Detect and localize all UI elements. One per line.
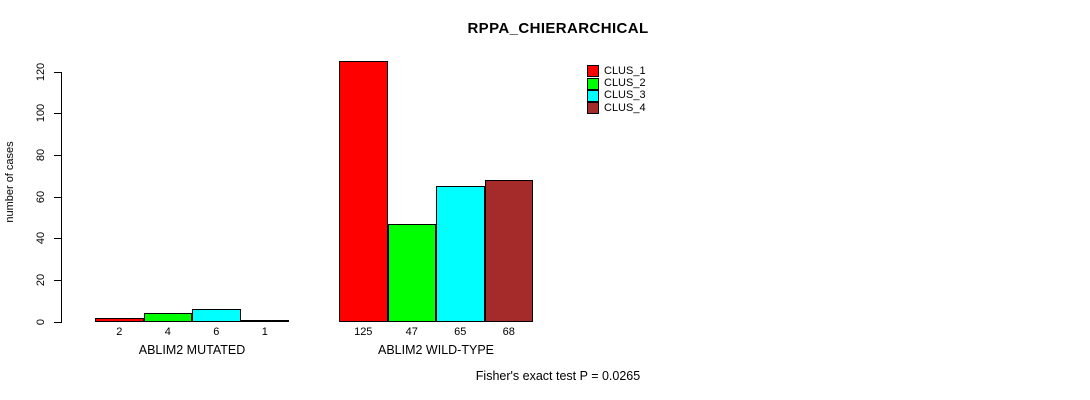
y-tick-mark [54,113,61,115]
legend-item-clus_2: CLUS_2 [587,77,646,90]
bar-clus_1-wild-type [339,61,388,322]
legend-label-clus_3: CLUS_3 [604,89,646,102]
bar-value-label: 47 [405,326,418,338]
legend-swatch-clus_1 [587,65,599,78]
legend-label-clus_2: CLUS_2 [604,77,646,90]
y-tick-mark [54,155,61,157]
legend-item-clus_3: CLUS_3 [587,89,646,102]
y-tick-label: 80 [35,149,47,162]
bar-value-label: 65 [454,326,467,338]
bar-value-label: 4 [164,326,171,338]
y-tick-mark [54,238,61,240]
chart-title: RPPA_CHIERARCHICAL [467,20,649,37]
bar-clus_3-mutated [192,309,241,322]
bar-clus_2-wild-type [387,223,436,322]
legend-item-clus_1: CLUS_1 [587,64,646,78]
y-tick-mark [54,196,61,198]
group-label-ablim2-wild-type: ABLIM2 WILD-TYPE [378,343,494,357]
legend-label-clus_1: CLUS_1 [604,64,646,77]
legend: CLUS_1 CLUS_2 CLUS_3 CLUS_4 [587,65,646,115]
legend-swatch-clus_3 [587,89,599,102]
bar-clus_4-wild-type [484,180,533,322]
y-axis-label: number of cases [4,141,16,223]
legend-swatch-clus_2 [587,77,599,90]
y-axis-line [61,71,62,323]
bar-value-label: 125 [354,326,373,338]
legend-label-clus_4: CLUS_4 [604,101,646,114]
bar-value-label: 68 [502,326,515,338]
fisher-test-annotation: Fisher's exact test P = 0.0265 [475,369,641,383]
y-tick-label: 120 [35,62,47,81]
legend-swatch-clus_4 [587,102,599,115]
y-tick-label: 100 [35,104,47,123]
y-tick-mark [54,71,61,73]
group-label-ablim2-mutated: ABLIM2 MUTATED [138,343,246,357]
bar-value-label: 1 [261,326,268,338]
bar-clus_3-wild-type [436,186,485,322]
y-tick-label: 0 [35,318,47,325]
bar-value-label: 2 [116,326,123,338]
bar-clus_2-mutated [143,313,192,322]
legend-item-clus_4: CLUS_4 [587,101,646,115]
bar-clus_4-mutated [240,319,289,322]
y-tick-mark [54,321,61,323]
bar-clus_1-mutated [95,317,144,322]
y-tick-mark [54,280,61,282]
bar-value-label: 6 [213,326,220,338]
y-tick-label: 40 [35,232,47,245]
y-tick-label: 60 [35,190,47,203]
y-tick-label: 20 [35,274,47,287]
